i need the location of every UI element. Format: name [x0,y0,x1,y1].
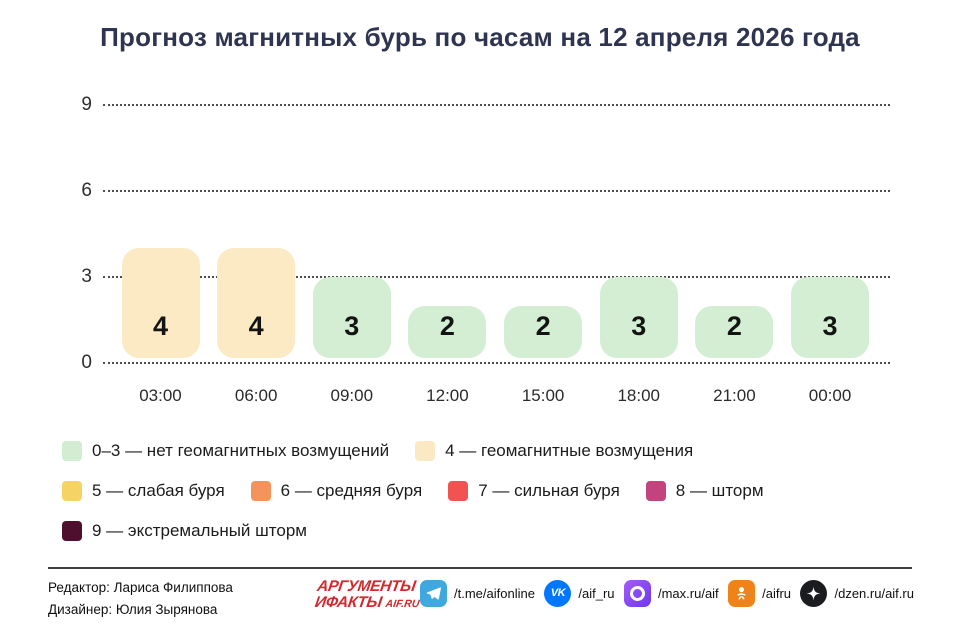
legend-item: 8 — шторм [645,480,764,502]
vk-icon: VK [544,579,572,607]
credit-editor: Редактор: Лариса Филиппова [48,580,233,595]
bar-value-label: 3 [822,311,838,341]
bar-value-label: 3 [344,311,360,341]
bar: 2 [504,306,583,358]
bar: 3 [312,277,391,358]
bar-value-label: 2 [726,311,742,341]
bar: 4 [121,248,200,358]
social-link[interactable]: /max.ru/aif [623,579,719,607]
social-handle: /aifru [762,585,792,601]
y-axis-tick: 6 [81,179,92,201]
bar: 2 [408,306,487,358]
bar-value-label: 2 [535,311,551,341]
dzen-icon [800,579,828,607]
legend-row: 9 — экстремальный шторм [62,520,764,542]
legend-row: 5 — слабая буря 6 — средняя буря 7 — сильн… [62,480,764,502]
bar: 4 [217,248,296,358]
legend-item: 5 — слабая буря [62,480,225,502]
legend-item: 6 — средняя буря [250,480,423,502]
telegram-icon [420,579,447,607]
aif-logo: АРГУМЕНТЫ ИФАКТЫ AIF.RU [313,578,423,612]
social-link[interactable]: VK/aif_ru [544,579,615,607]
social-link[interactable]: /dzen.ru/aif.ru [800,579,914,607]
y-axis-tick: 0 [81,352,92,373]
legend-label: 0–3 — нет геомагнитных возмущений [92,441,390,460]
x-axis-tick: 03:00 [139,386,182,405]
legend-label: 5 — слабая буря [92,481,225,500]
y-axis-tick: 9 [81,93,92,115]
ok-icon [728,579,756,607]
aif-logo-line1: АРГУМЕНТЫ [316,578,417,595]
bar-value-label: 4 [248,311,264,341]
legend: 0–3 — нет геомагнитных возмущений 4 — гео… [62,440,764,542]
bar-value-label: 2 [439,311,455,341]
bar: 2 [695,306,774,358]
bar-value-label: 4 [152,311,169,341]
social-link[interactable]: /t.me/aifonline [420,579,535,607]
legend-label: 9 — экстремальный шторм [92,521,307,540]
gridline [103,362,890,364]
bar: 3 [791,277,870,358]
x-axis-tick: 00:00 [808,386,852,405]
bar: 3 [599,277,678,358]
legend-label: 6 — средняя буря [280,481,423,500]
legend-item: 4 — геомагнитные возмущения [415,440,693,462]
legend-swatch [415,441,436,461]
legend-swatch [250,481,271,501]
aif-logo-suffix: AIF.RU [384,598,421,610]
y-axis-tick: 3 [81,265,92,287]
social-link[interactable]: /aifru [728,579,792,607]
gridline [103,103,890,106]
legend-label: 8 — шторм [675,481,764,500]
bar-value-label: 3 [631,311,647,341]
x-axis-tick: 15:00 [521,386,565,405]
page-title: Прогноз магнитных бурь по часам на 12 ап… [100,22,860,52]
social-handle: /aif_ru [578,585,615,601]
x-axis-tick: 09:00 [330,386,374,405]
x-axis-tick: 18:00 [617,386,661,405]
legend-item: 0–3 — нет геомагнитных возмущений [62,440,389,462]
credit-designer: Дизайнер: Юлия Зырянова [48,602,218,617]
aif-logo-line2: ИФАКТЫ AIF.RU [313,594,421,611]
max-icon [623,579,651,607]
footer-divider [48,567,912,569]
social-links: /t.me/aifonline VK/aif_ru/max.ru/aif/aifr… [420,579,914,607]
legend-label: 7 — сильная буря [478,481,620,500]
gridline [103,189,890,192]
legend-swatch [645,481,666,501]
social-handle: /dzen.ru/aif.ru [834,585,914,601]
legend-item: 7 — сильная буря [448,480,620,502]
gridline [103,275,890,278]
legend-swatch [62,481,82,501]
x-axis-tick: 06:00 [234,386,278,405]
legend-label: 4 — геомагнитные возмущения [445,441,694,460]
x-axis-tick: 21:00 [713,386,756,405]
credits: Редактор: Лариса Филиппова Дизайнер: Юли… [48,577,233,621]
social-handle: /max.ru/aif [657,585,719,601]
legend-row: 0–3 — нет геомагнитных возмущений 4 — гео… [62,440,764,462]
x-axis-tick: 12:00 [426,386,469,405]
social-handle: /t.me/aifonline [454,585,535,601]
legend-swatch [448,481,469,501]
legend-swatch [62,441,82,461]
legend-swatch [62,521,82,541]
legend-item: 9 — экстремальный шторм [62,520,307,542]
